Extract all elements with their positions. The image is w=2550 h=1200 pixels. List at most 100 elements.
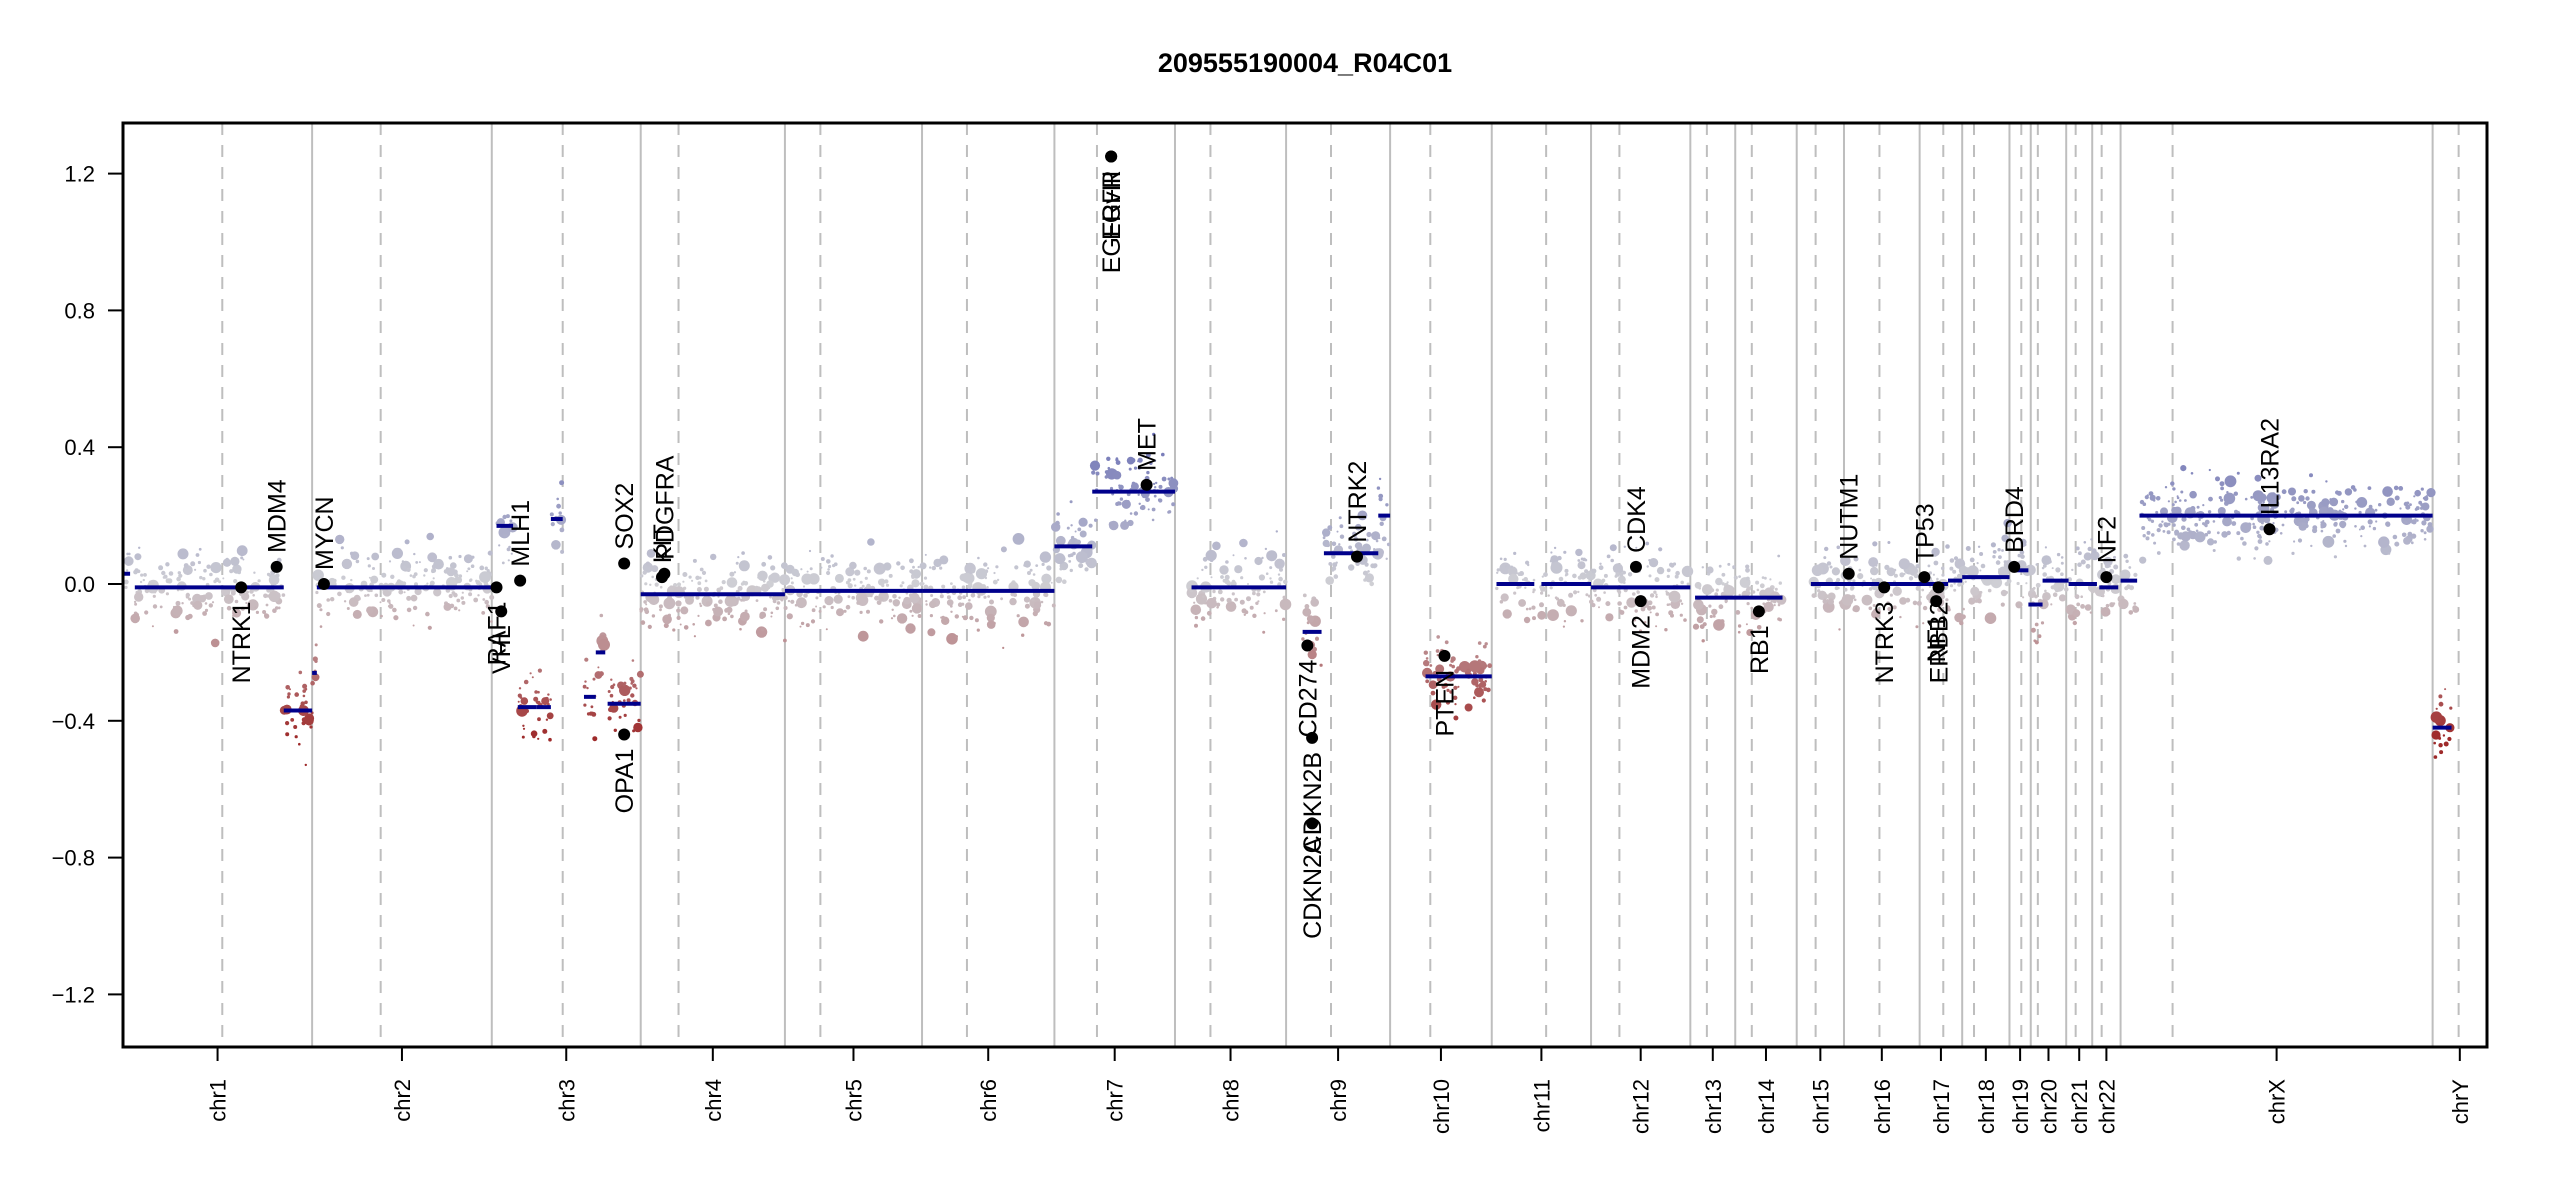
probe-point	[1277, 573, 1281, 576]
probe-point	[972, 584, 978, 590]
probe-point	[940, 616, 943, 619]
probe-point	[2334, 510, 2338, 513]
probe-point	[2423, 531, 2427, 535]
y-tick-label: −0.8	[52, 846, 95, 871]
probe-point	[2449, 706, 2453, 710]
probe-point	[718, 599, 723, 604]
probe-point	[905, 623, 916, 634]
probe-point	[948, 601, 953, 605]
probe-point	[800, 568, 803, 571]
probe-point	[1977, 599, 1982, 604]
probe-point	[1428, 680, 1438, 689]
probe-point	[1852, 579, 1856, 583]
probe-point	[1905, 597, 1911, 603]
probe-point	[2220, 486, 2225, 491]
probe-point	[380, 614, 383, 618]
gene-label: NUTM1	[1836, 474, 1864, 560]
probe-point	[2144, 495, 2149, 500]
probe-point	[1965, 546, 1971, 551]
probe-point	[551, 540, 561, 550]
probe-point	[2080, 559, 2086, 565]
probe-point	[1482, 644, 1487, 649]
probe-point	[892, 594, 897, 599]
probe-point	[1647, 605, 1652, 611]
probe-point	[1024, 603, 1030, 609]
probe-point	[1225, 560, 1229, 564]
gene-label: RB1	[1746, 625, 1774, 674]
probe-point	[2399, 507, 2402, 510]
probe-point	[2438, 694, 2443, 699]
probe-point	[1640, 606, 1646, 612]
probe-point	[1283, 579, 1288, 585]
probe-point	[1977, 545, 1981, 548]
probe-point	[1601, 578, 1606, 583]
probe-point	[2263, 555, 2273, 565]
probe-point	[1573, 590, 1578, 595]
probe-point	[1645, 541, 1650, 546]
probe-point	[786, 613, 793, 620]
probe-point	[2178, 499, 2182, 502]
probe-point	[2017, 553, 2022, 558]
probe-point	[546, 712, 554, 720]
probe-point	[1195, 593, 1208, 605]
probe-point	[328, 557, 331, 560]
probe-point	[1334, 549, 1337, 552]
probe-point	[651, 575, 654, 579]
probe-point	[460, 596, 464, 600]
probe-point	[1023, 596, 1031, 603]
probe-point	[888, 573, 893, 578]
probe-point	[1190, 604, 1202, 616]
probe-point	[1443, 682, 1449, 688]
probe-point	[584, 680, 587, 683]
probe-point	[1312, 617, 1321, 626]
probe-point	[957, 595, 963, 601]
probe-point	[1138, 502, 1141, 505]
probe-point	[815, 605, 818, 608]
probe-point	[2050, 603, 2053, 606]
probe-point	[1450, 659, 1454, 663]
probe-point	[592, 677, 596, 681]
probe-point	[820, 566, 823, 569]
probe-point	[929, 614, 934, 618]
probe-point	[2236, 556, 2241, 561]
probe-point	[1012, 533, 1025, 545]
probe-point	[2258, 535, 2262, 539]
probe-point	[1481, 698, 1486, 703]
probe-point	[901, 581, 905, 585]
probe-point	[583, 703, 587, 707]
probe-point	[427, 552, 438, 563]
probe-point	[787, 599, 791, 603]
probe-point	[1532, 578, 1536, 582]
probe-point	[408, 564, 411, 566]
probe-point	[1949, 584, 1954, 588]
probe-point	[1348, 564, 1355, 571]
gene-label: ERBB2	[1926, 601, 1954, 683]
probe-point	[471, 555, 475, 559]
probe-point	[1496, 571, 1499, 574]
probe-point	[884, 579, 889, 584]
probe-point	[806, 570, 809, 573]
probe-point	[1577, 575, 1582, 580]
probe-point	[536, 700, 541, 705]
probe-point	[1240, 576, 1244, 580]
probe-point	[992, 579, 998, 585]
probe-point	[443, 569, 449, 574]
probe-point	[1746, 629, 1754, 636]
probe-point	[2257, 503, 2267, 512]
probe-point	[833, 594, 843, 604]
probe-point	[744, 609, 748, 613]
probe-point	[285, 685, 291, 690]
probe-point	[971, 569, 976, 574]
probe-point	[353, 554, 357, 558]
probe-point	[1301, 637, 1305, 641]
probe-point	[2006, 578, 2012, 584]
probe-point	[2221, 531, 2228, 538]
probe-point	[2213, 540, 2217, 544]
probe-point	[1774, 587, 1778, 591]
probe-point	[1886, 567, 1896, 577]
probe-point	[1892, 605, 1897, 610]
probe-point	[1945, 544, 1950, 549]
gene-marker	[495, 605, 508, 618]
probe-point	[1853, 556, 1859, 562]
probe-point	[1523, 616, 1531, 624]
